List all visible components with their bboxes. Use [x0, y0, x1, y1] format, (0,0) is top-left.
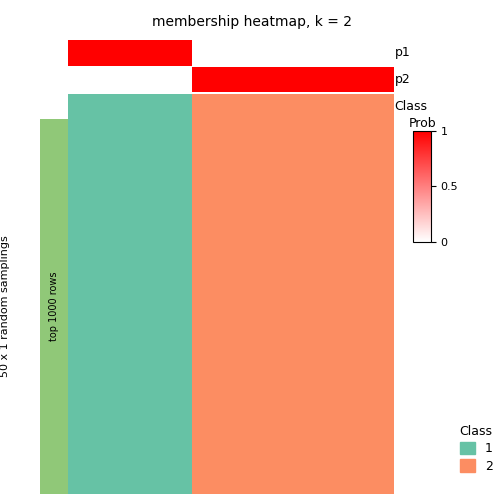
Legend: 1, 2: 1, 2	[460, 425, 493, 473]
Text: top 1000 rows: top 1000 rows	[49, 272, 59, 341]
Title: Prob: Prob	[408, 117, 436, 130]
Text: p1: p1	[395, 46, 410, 59]
Text: membership heatmap, k = 2: membership heatmap, k = 2	[152, 15, 352, 29]
Text: 50 x 1 random samplings: 50 x 1 random samplings	[0, 235, 10, 377]
Text: p2: p2	[395, 73, 410, 86]
Text: Class: Class	[395, 100, 428, 113]
